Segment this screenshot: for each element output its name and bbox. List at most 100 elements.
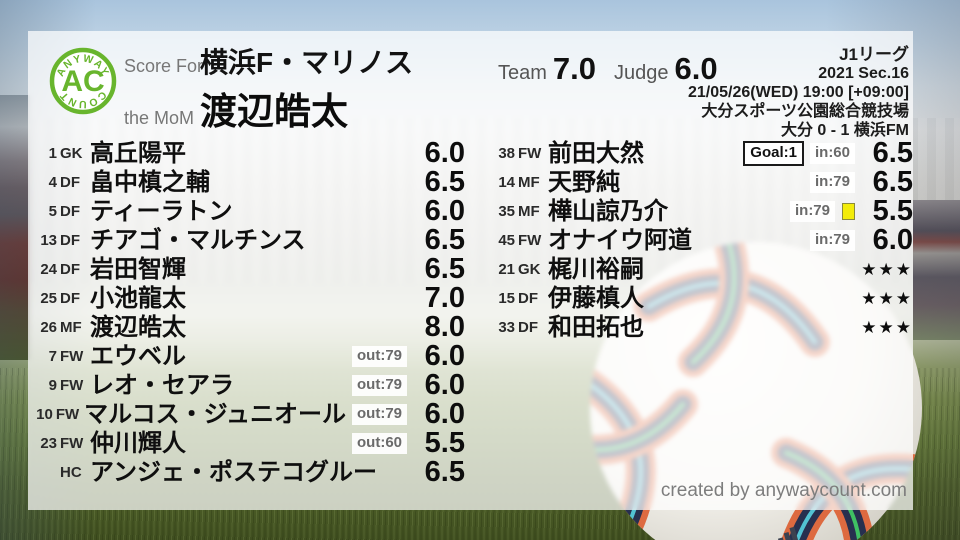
team-name: 横浜F・マリノス xyxy=(200,47,414,78)
player-row: 4 DF 畠中槙之輔 6.5 xyxy=(28,168,465,197)
player-number: 13 xyxy=(40,232,57,249)
goal-badge: Goal:1 xyxy=(743,141,804,166)
judge-score-item: Judge 6.0 xyxy=(614,51,718,87)
match-info: J1リーグ 2021 Sec.16 21/05/26(WED) 19:00 [+… xyxy=(688,45,909,140)
player-rating: 5.5 xyxy=(872,195,913,227)
player-number: 4 xyxy=(48,174,57,191)
starters-column: 1 GK 高丘陽平 6.0 4 DF 畠中槙之輔 6.5 5 DF ティーラトン… xyxy=(28,139,465,487)
aggregate-scores: Team 7.0 Judge 6.0 xyxy=(498,51,718,87)
player-row: 23 FW 仲川輝人 out:60 5.5 xyxy=(28,429,465,458)
player-position: MF xyxy=(518,203,540,220)
logo-monogram: AC xyxy=(61,65,104,98)
player-row: 13 DF チアゴ・マルチンス 6.5 xyxy=(28,226,465,255)
judge-score-value: 6.0 xyxy=(674,51,718,86)
player-row: 38 FW 前田大然 Goal:1 in:60 6.5 xyxy=(486,139,913,168)
player-name: オナイウ阿道 xyxy=(548,226,692,254)
sub-in-badge: in:79 xyxy=(809,172,855,193)
player-name: 小池龍太 xyxy=(90,284,186,312)
kickoff-datetime: 21/05/26(WED) 19:00 [+09:00] xyxy=(688,84,909,101)
sub-in-badge: in:60 xyxy=(809,143,855,164)
player-name: 梶川裕嗣 xyxy=(548,255,644,283)
player-position: GK xyxy=(518,261,541,278)
rating-panel: ANYWAY COUNT AC Score For 横浜F・マリノス the M… xyxy=(28,31,913,510)
player-number: 26 xyxy=(40,319,57,336)
player-number: 7 xyxy=(48,348,57,365)
player-name: マルコス・ジュニオール xyxy=(84,400,346,428)
player-rating: 6.0 xyxy=(424,137,465,169)
player-position: FW xyxy=(518,232,542,249)
player-name: 伊藤槙人 xyxy=(548,284,644,312)
player-row: 45 FW オナイウ阿道 in:79 6.0 xyxy=(486,226,913,255)
player-position: FW xyxy=(60,377,84,394)
player-number: 10 xyxy=(36,406,53,423)
player-position: DF xyxy=(60,203,80,220)
player-name: 天野純 xyxy=(548,168,620,196)
player-number: 21 xyxy=(498,261,515,278)
player-row: 15 DF 伊藤槙人 ★★★ xyxy=(486,284,913,313)
player-row: 10 FW マルコス・ジュニオール out:79 6.0 xyxy=(28,400,465,429)
anywaycount-logo: ANYWAY COUNT AC xyxy=(49,47,117,115)
player-rating: 8.0 xyxy=(424,311,465,343)
yellow-card-icon xyxy=(842,203,855,220)
player-row: 26 MF 渡辺皓太 8.0 xyxy=(28,313,465,342)
team-score-item: Team 7.0 xyxy=(498,51,596,87)
player-row: 35 MF 樺山諒乃介 in:79 5.5 xyxy=(486,197,913,226)
player-rating: ★★★ xyxy=(861,260,913,279)
sub-out-badge: out:79 xyxy=(352,404,407,425)
player-name: 仲川輝人 xyxy=(90,429,186,457)
player-number: 25 xyxy=(40,290,57,307)
player-name: 和田拓也 xyxy=(548,313,644,341)
player-name: 前田大然 xyxy=(548,139,644,167)
sub-out-badge: out:60 xyxy=(352,433,407,454)
player-row: 24 DF 岩田智輝 6.5 xyxy=(28,255,465,284)
season-section: 2021 Sec.16 xyxy=(818,65,909,82)
player-name: エウベル xyxy=(90,342,186,370)
player-name: アンジェ・ポステコグルー xyxy=(90,458,378,486)
team-score-label: Team xyxy=(498,62,547,84)
mom-row: the MoM 渡辺皓太 xyxy=(124,81,413,132)
mom-label: the MoM xyxy=(124,108,195,128)
player-position: HC xyxy=(60,464,82,481)
player-number: 9 xyxy=(48,377,57,394)
player-name: 畠中槙之輔 xyxy=(90,168,210,196)
player-position: FW xyxy=(518,145,542,162)
player-rating: 6.5 xyxy=(424,456,465,488)
subs-column: 38 FW 前田大然 Goal:1 in:60 6.5 14 MF 天野純 in… xyxy=(486,139,913,342)
sub-out-badge: out:79 xyxy=(352,346,407,367)
player-position: DF xyxy=(60,232,80,249)
player-position: DF xyxy=(518,290,538,307)
player-position: DF xyxy=(518,319,538,336)
player-number: 45 xyxy=(498,232,515,249)
player-number: 24 xyxy=(40,261,57,278)
player-number: 35 xyxy=(498,203,515,220)
player-number: 33 xyxy=(498,319,515,336)
player-row: 25 DF 小池龍太 7.0 xyxy=(28,284,465,313)
final-score: 大分 0 - 1 横浜FM xyxy=(780,122,909,139)
player-rating: 6.5 xyxy=(872,166,913,198)
player-position: FW xyxy=(60,435,84,452)
player-rating: 6.0 xyxy=(424,340,465,372)
player-row: 5 DF ティーラトン 6.0 xyxy=(28,197,465,226)
player-name: 岩田智輝 xyxy=(90,255,186,283)
player-rating: 6.0 xyxy=(424,369,465,401)
sub-in-badge: in:79 xyxy=(809,230,855,251)
player-name: レオ・セアラ xyxy=(90,371,234,399)
player-rating: 6.0 xyxy=(424,195,465,227)
player-name: チアゴ・マルチンス xyxy=(90,226,306,254)
player-row: 9 FW レオ・セアラ out:79 6.0 xyxy=(28,371,465,400)
player-name: 樺山諒乃介 xyxy=(548,197,668,225)
header-titles: Score For 横浜F・マリノス the MoM 渡辺皓太 xyxy=(124,41,414,132)
player-rating: 6.0 xyxy=(424,398,465,430)
player-name: 渡辺皓太 xyxy=(90,313,186,341)
player-row: 1 GK 高丘陽平 6.0 xyxy=(28,139,465,168)
player-number: 14 xyxy=(498,174,515,191)
player-rating: 7.0 xyxy=(424,282,465,314)
player-row: 7 FW エウベル out:79 6.0 xyxy=(28,342,465,371)
player-rating: ★★★ xyxy=(861,318,913,337)
player-number: 23 xyxy=(40,435,57,452)
player-position: GK xyxy=(60,145,83,162)
stadium-right-stands xyxy=(913,200,960,340)
player-position: FW xyxy=(55,406,80,423)
player-number: 1 xyxy=(48,145,57,162)
league-name: J1リーグ xyxy=(839,45,909,64)
